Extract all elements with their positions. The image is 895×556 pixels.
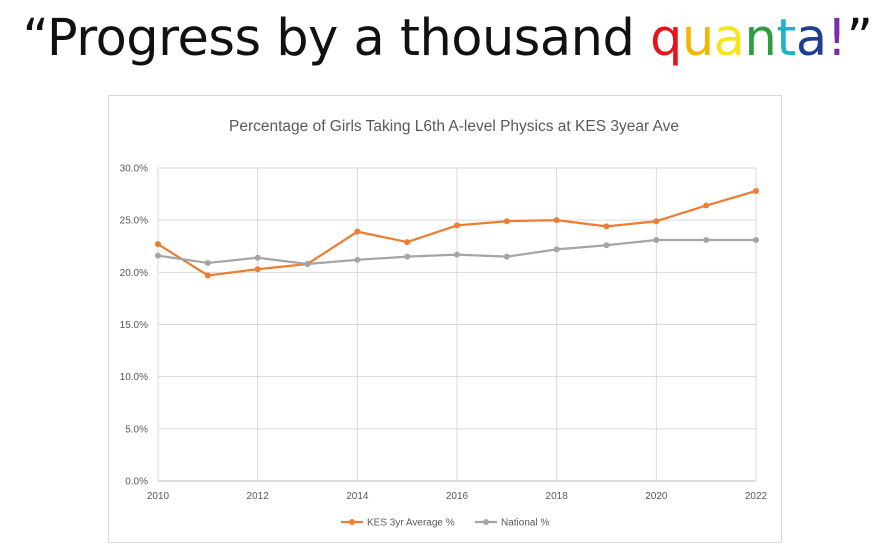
gridlines bbox=[157, 167, 757, 482]
data-point bbox=[454, 251, 460, 258]
x-tick-label: 2022 bbox=[745, 491, 768, 502]
y-tick-label: 25.0% bbox=[120, 216, 148, 227]
data-point bbox=[603, 223, 610, 230]
data-point bbox=[653, 218, 660, 225]
title-part: ! bbox=[826, 9, 847, 68]
chart-frame: Percentage of Girls Taking L6th A-level … bbox=[108, 95, 782, 543]
data-point bbox=[703, 236, 710, 243]
x-axis-tick-labels: 2010 2012 2014 2016 2018 2020 2022 bbox=[147, 491, 768, 502]
title-part: ” bbox=[846, 9, 873, 68]
title-part: q bbox=[650, 9, 682, 68]
legend-label: National % bbox=[501, 518, 549, 529]
legend: KES 3yr Average % National % bbox=[341, 518, 549, 529]
data-point bbox=[404, 239, 411, 246]
y-axis-tick-labels: 0.0% 5.0% 10.0% 15.0% 20.0% 25.0% 30.0% bbox=[120, 164, 148, 488]
title-part: n bbox=[744, 9, 777, 68]
data-point bbox=[454, 222, 460, 229]
data-point bbox=[204, 259, 211, 266]
legend-item: National % bbox=[475, 518, 549, 529]
data-point bbox=[254, 254, 261, 261]
data-point bbox=[703, 202, 710, 209]
title-part: “Progress by a thousand bbox=[22, 9, 651, 68]
chart-title: Percentage of Girls Taking L6th A-level … bbox=[229, 118, 679, 135]
slide-title: “Progress by a thousand quanta!” bbox=[0, 2, 895, 76]
data-point bbox=[155, 252, 161, 259]
title-part: a bbox=[713, 9, 745, 68]
line-chart: Percentage of Girls Taking L6th A-level … bbox=[120, 118, 768, 529]
y-tick-label: 0.0% bbox=[125, 477, 148, 488]
data-point bbox=[503, 218, 510, 225]
data-point bbox=[204, 272, 211, 279]
data-point bbox=[653, 236, 660, 243]
series-layer bbox=[155, 187, 759, 279]
legend-item: KES 3yr Average % bbox=[341, 518, 455, 529]
series-national bbox=[155, 236, 759, 267]
data-point bbox=[503, 253, 510, 260]
data-point bbox=[553, 217, 560, 224]
legend-marker bbox=[349, 519, 355, 525]
data-point bbox=[404, 253, 411, 260]
data-point bbox=[603, 242, 610, 249]
y-tick-label: 5.0% bbox=[125, 424, 148, 435]
data-point bbox=[254, 266, 261, 273]
x-tick-label: 2012 bbox=[247, 491, 270, 502]
data-point bbox=[155, 241, 161, 248]
data-point bbox=[753, 236, 759, 243]
title-part: a bbox=[795, 9, 827, 68]
legend-label: KES 3yr Average % bbox=[367, 518, 455, 529]
title-part: u bbox=[681, 9, 714, 68]
legend-marker bbox=[483, 519, 489, 525]
y-tick-label: 10.0% bbox=[120, 372, 148, 383]
x-tick-label: 2016 bbox=[446, 491, 469, 502]
x-tick-label: 2010 bbox=[147, 491, 170, 502]
x-tick-label: 2014 bbox=[346, 491, 369, 502]
x-tick-label: 2020 bbox=[645, 491, 668, 502]
data-point bbox=[753, 187, 759, 194]
data-point bbox=[354, 228, 361, 235]
y-tick-label: 20.0% bbox=[120, 268, 148, 279]
series-kes bbox=[155, 187, 759, 279]
data-point bbox=[354, 256, 361, 263]
data-point bbox=[553, 246, 560, 253]
x-tick-label: 2018 bbox=[546, 491, 569, 502]
title-part: t bbox=[776, 9, 796, 68]
data-point bbox=[304, 260, 311, 267]
y-tick-label: 15.0% bbox=[120, 320, 148, 331]
y-tick-label: 30.0% bbox=[120, 164, 148, 175]
